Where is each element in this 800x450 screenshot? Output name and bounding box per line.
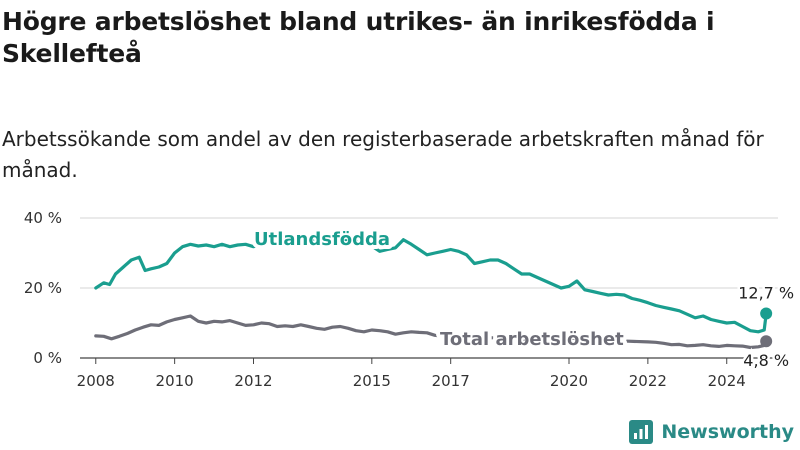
end-label-utlandsfodda: 12,7 % [738, 284, 794, 303]
series-label-utlandsfodda: Utlandsfödda [254, 229, 390, 250]
series-endpoint-utlandsfodda [760, 307, 773, 320]
series-line-total [94, 314, 768, 350]
series-endpoint-total [760, 335, 773, 348]
series-lines [94, 230, 773, 350]
x-tick-label: 2012 [234, 372, 272, 390]
x-tick-label: 2022 [629, 372, 667, 390]
series-labels: Utlandsfödda Total arbetslöshet 12,7 % 4,8 … [250, 225, 797, 373]
chart-subtitle: Arbetssökande som andel av den registerb… [2, 127, 764, 182]
x-tick-label: 2010 [156, 372, 194, 390]
x-tick-label: 2017 [432, 372, 470, 390]
newsworthy-logo-icon [629, 420, 654, 444]
x-tick-label: 2015 [353, 372, 391, 390]
y-tick-label: 0 % [33, 349, 62, 367]
x-tick-label: 2024 [708, 372, 746, 390]
y-tick-label: 20 % [24, 279, 62, 297]
brand-name: Newsworthy [661, 421, 794, 443]
y-axis: 0 % 20 % 40 % [24, 209, 62, 367]
x-tick-label: 2020 [550, 372, 588, 390]
gridlines [80, 217, 778, 359]
chart-title: Högre arbetslöshet bland utrikes- än inr… [2, 7, 715, 68]
x-axis: 2008 2010 2012 2015 2017 2020 2022 2024 [77, 358, 746, 390]
end-label-total: 4,8 % [743, 351, 789, 370]
series-label-total: Total arbetslöshet [440, 329, 624, 350]
y-tick-label: 40 % [24, 209, 62, 227]
series-line-utlandsfodda [94, 230, 768, 334]
x-tick-label: 2008 [77, 372, 115, 390]
brand: Newsworthy [629, 420, 794, 444]
